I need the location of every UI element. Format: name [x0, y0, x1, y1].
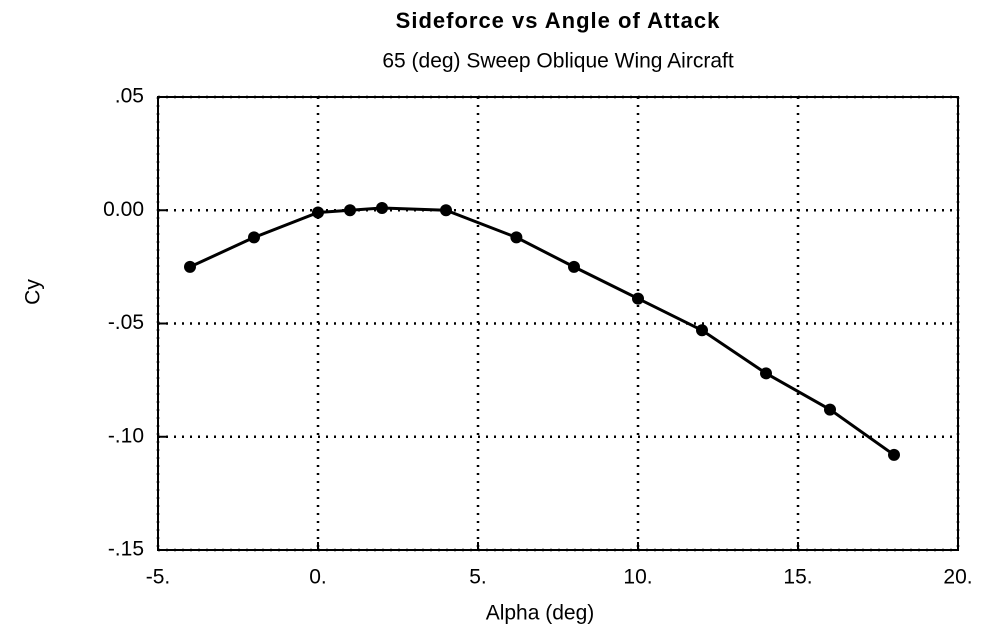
y-tick-label: 0.00: [103, 198, 144, 221]
y-axis-label: Cy: [22, 279, 45, 305]
data-point: [824, 403, 836, 416]
x-axis-label: Alpha (deg): [486, 602, 595, 625]
x-tick-label: 0.: [309, 566, 327, 589]
chart-subtitle: 65 (deg) Sweep Oblique Wing Aircraft: [382, 50, 734, 73]
x-tick-label: 15.: [783, 566, 812, 589]
x-tick-label: 10.: [623, 566, 652, 589]
x-tick-label: 20.: [943, 566, 972, 589]
y-tick-label: .05: [115, 85, 144, 108]
data-point: [568, 260, 580, 273]
series-line: [189, 206, 895, 457]
data-point: [344, 204, 356, 217]
data-point: [440, 204, 452, 217]
data-point: [184, 260, 196, 273]
x-tick-label: -5.: [146, 566, 171, 589]
y-tick-label: -.10: [108, 424, 144, 447]
data-point: [248, 231, 260, 244]
data-point: [510, 231, 523, 244]
y-tick-label: -.05: [108, 311, 144, 334]
data-point: [312, 206, 324, 219]
data-point: [632, 292, 644, 305]
chart-title: Sideforce vs Angle of Attack: [396, 8, 721, 33]
y-tick-label: -.15: [108, 538, 144, 561]
data-point: [888, 448, 900, 461]
data-point: [760, 367, 772, 380]
x-tick-label: 5.: [469, 566, 487, 589]
data-point: [696, 324, 708, 337]
data-point: [376, 201, 388, 214]
